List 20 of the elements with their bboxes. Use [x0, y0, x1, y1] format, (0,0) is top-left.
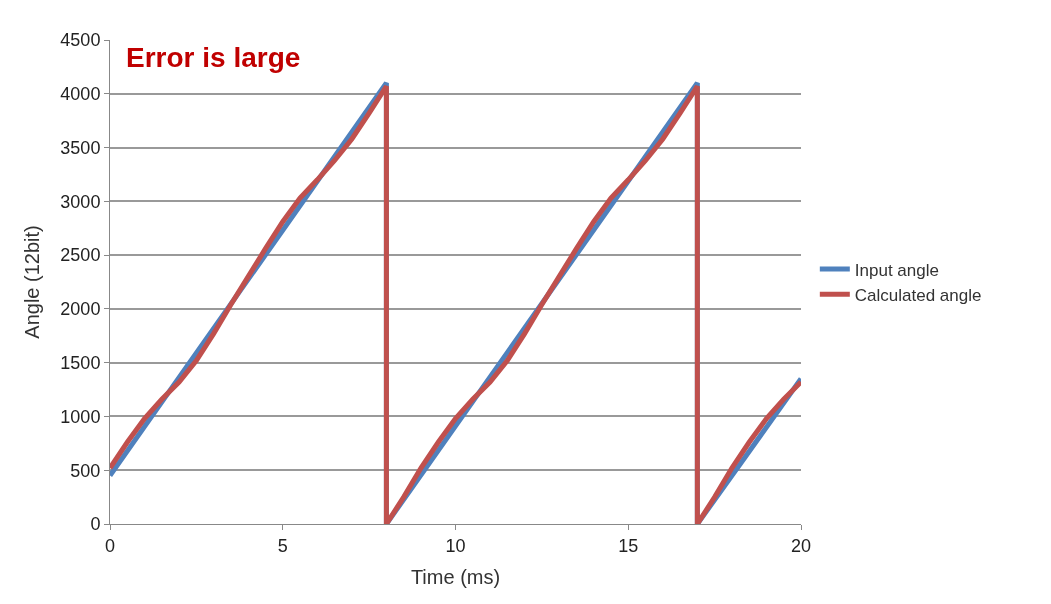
x-tick-label: 15: [618, 535, 639, 556]
y-tick-label: 2000: [60, 299, 101, 320]
x-tick-label: 10: [445, 535, 466, 556]
x-tick-label: 0: [104, 535, 116, 556]
y-tick-label: 3000: [60, 191, 101, 212]
y-tick-label: 4500: [60, 30, 101, 51]
y-tick-label: 3500: [60, 137, 101, 158]
y-tick-label: 2500: [60, 245, 101, 266]
x-tick-label: 5: [277, 535, 288, 556]
annotation: Error is large: [126, 42, 301, 73]
x-tick-label: 20: [790, 535, 812, 556]
y-tick-label: 4000: [60, 84, 101, 105]
legend-label: Input angle: [854, 260, 939, 280]
y-tick-label: 500: [70, 460, 101, 481]
y-tick-label: 1500: [60, 352, 101, 373]
y-axis-title: Angle (12bit): [20, 225, 43, 339]
legend-label: Calculated angle: [854, 285, 982, 305]
y-tick-label: 1000: [60, 406, 101, 427]
y-tick-label: 0: [90, 514, 101, 535]
x-axis-title: Time (ms): [410, 566, 501, 589]
